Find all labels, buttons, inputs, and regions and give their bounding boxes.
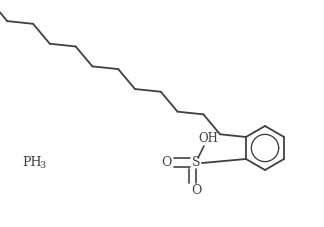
- Text: OH: OH: [198, 133, 218, 146]
- Text: O: O: [161, 156, 171, 170]
- Text: O: O: [191, 185, 201, 197]
- Text: S: S: [192, 156, 200, 170]
- Text: 3: 3: [39, 161, 45, 170]
- Text: PH: PH: [22, 155, 41, 168]
